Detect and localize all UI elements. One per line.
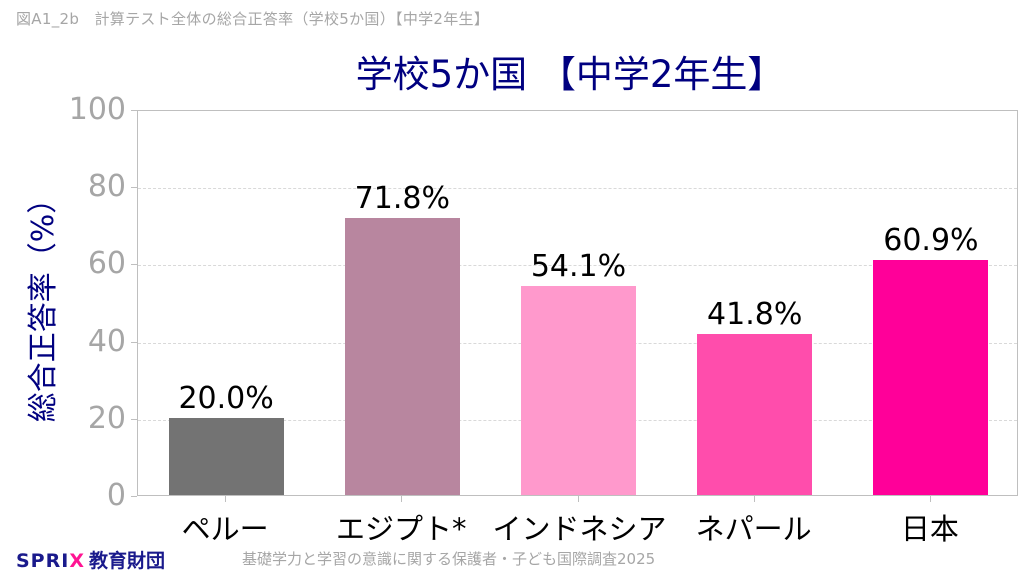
y-tick-mark: [131, 187, 137, 189]
bar-value-label: 41.8%: [707, 296, 803, 332]
x-category-label: 日本: [900, 512, 959, 546]
y-axis-label: 総合正答率（%）: [26, 183, 61, 423]
y-tick-label: 40: [87, 323, 126, 359]
org-name: 教育財団: [88, 550, 165, 572]
x-category-label: ペルー: [181, 512, 269, 546]
logo-x-mark: X: [69, 550, 85, 572]
x-tick-mark: [225, 496, 227, 502]
sprix-logo: SPRIX 教育財団: [16, 546, 165, 573]
y-tick-mark: [131, 264, 137, 266]
source-note: 基礎学力と学習の意識に関する保護者・子ども国際調査2025: [242, 550, 656, 568]
bar: [344, 217, 460, 495]
y-tick-mark: [131, 110, 137, 111]
gridline: [138, 265, 1017, 267]
chart-title: 学校5か国 【中学2年生】: [355, 53, 785, 96]
bar-value-label: 71.8%: [354, 180, 450, 216]
x-category-label: エジプト*: [336, 512, 467, 546]
bar-value-label: 20.0%: [178, 380, 274, 416]
y-tick-label: 20: [87, 400, 126, 436]
bar-value-label: 60.9%: [883, 222, 979, 258]
y-tick-label: 60: [87, 246, 126, 282]
figure-label: 図A1_2b 計算テスト全体の総合正答率（学校5か国）【中学2年生】: [16, 10, 490, 28]
y-tick-mark: [131, 341, 137, 343]
x-tick-mark: [401, 496, 403, 502]
plot-area: 20.0% 71.8% 54.1% 41.8% 60.9%: [137, 110, 1018, 496]
y-tick-mark: [131, 418, 137, 420]
y-tick-label: 80: [87, 169, 126, 205]
y-tick-label: 100: [68, 92, 126, 127]
bar: [168, 417, 284, 495]
bar: [873, 259, 989, 495]
x-tick-mark: [753, 496, 755, 502]
bar: [521, 286, 636, 495]
logo-text: SPRI: [16, 550, 70, 572]
x-category-label: インドネシア: [492, 512, 667, 546]
y-tick-mark: [131, 496, 137, 497]
bar-value-label: 54.1%: [530, 249, 627, 285]
x-tick-mark: [577, 496, 579, 502]
x-category-label: ネパール: [695, 512, 812, 546]
bar: [697, 333, 813, 495]
x-tick-mark: [929, 496, 931, 502]
gridline: [138, 188, 1017, 190]
y-tick-label: 0: [106, 478, 126, 513]
